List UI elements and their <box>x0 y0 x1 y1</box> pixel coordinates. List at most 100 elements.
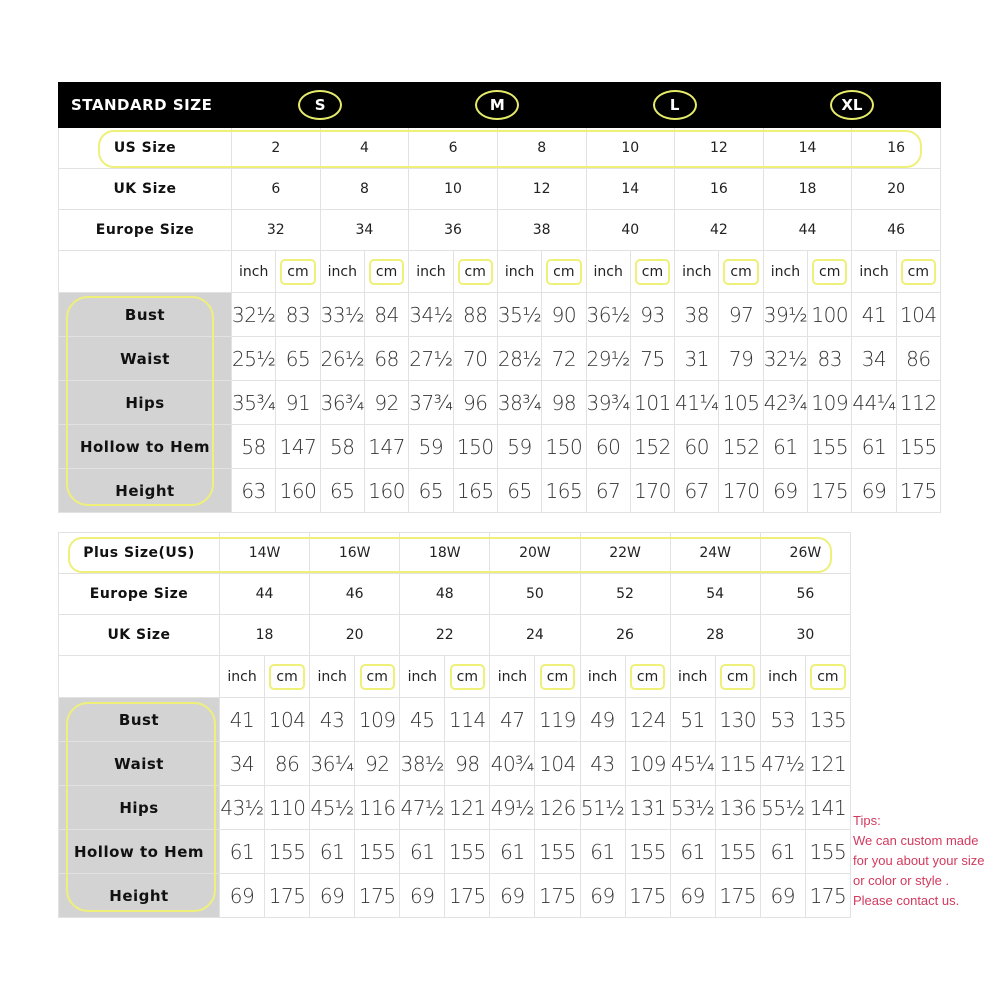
size-value: 8 <box>319 168 410 210</box>
measurement-value: 69 <box>759 873 806 918</box>
measurement-value: 104 <box>895 292 942 337</box>
measurement-value: 119 <box>534 697 581 742</box>
measurement-value: 63 <box>230 468 277 513</box>
measurement-value: 61 <box>669 829 716 874</box>
unit-inch: inch <box>496 250 543 293</box>
measurement-value: 136 <box>714 785 761 830</box>
measurement-value: 51 <box>669 697 716 742</box>
measurement-row: Hips 35¾ 91 36¾ 92 37¾ 96 38¾ 98 39¾ 101 41¼ 105 42¾ 1… <box>58 380 942 425</box>
measurement-value: 61 <box>399 829 446 874</box>
size-letter-badge: L <box>652 90 697 120</box>
size-value: 6 <box>231 168 321 210</box>
measurement-value: 51½ <box>579 785 626 830</box>
measurement-value: 42¾ <box>762 380 809 425</box>
measurement-value: 91 <box>275 380 321 425</box>
measurement-value: 104 <box>264 697 311 742</box>
tips-line: Please contact us. <box>853 893 960 908</box>
size-value: 20 <box>851 168 941 210</box>
size-value: 44 <box>218 573 311 615</box>
measurement-value: 65 <box>408 468 454 513</box>
size-value: 48 <box>399 573 491 615</box>
size-value: 46 <box>309 573 401 615</box>
size-value: 20 <box>309 614 401 656</box>
measurement-value: 44¼ <box>851 380 897 425</box>
measurement-value: 61 <box>218 829 266 874</box>
measurement-value: 175 <box>624 873 671 918</box>
size-value: 50 <box>489 573 581 615</box>
measurement-value: 36¾ <box>319 380 365 425</box>
measurement-row: Bust 32½ 83 33½ 84 34½ 88 35½ 90 36½ 93 38 97 39½ 100 4… <box>58 292 942 337</box>
size-letter-badge: XL <box>829 90 874 120</box>
measurement-value: 175 <box>264 873 311 918</box>
measurement-value: 175 <box>354 873 401 918</box>
measurement-value: 175 <box>444 873 491 918</box>
measurement-row: Height 69 175 69 175 69 175 69 175 69 175 69 175 69 17… <box>58 873 852 918</box>
size-value: 4 <box>319 127 410 169</box>
measurement-label: Waist <box>58 741 220 786</box>
unit-cm-cell: cm <box>534 655 581 698</box>
measurement-value: 72 <box>541 336 587 381</box>
measurement-value: 43 <box>309 697 356 742</box>
size-value: 38 <box>496 209 587 251</box>
measurement-value: 59 <box>496 424 543 469</box>
unit-cm-cell: cm <box>363 250 410 293</box>
size-value: 28 <box>669 614 761 656</box>
size-row-label: Europe Size <box>58 209 232 251</box>
unit-cm: cm <box>368 258 405 285</box>
measurement-value: 36¼ <box>309 741 356 786</box>
size-value: 42 <box>674 209 764 251</box>
measurement-value: 38¾ <box>496 380 543 425</box>
measurement-value: 109 <box>807 380 853 425</box>
measurement-value: 175 <box>807 468 853 513</box>
measurement-value: 84 <box>363 292 410 337</box>
measurement-value: 93 <box>629 292 676 337</box>
size-value: 32 <box>231 209 321 251</box>
measurement-value: 160 <box>275 468 321 513</box>
measurement-value: 32½ <box>230 292 277 337</box>
measurement-row: Hollow to Hem 58 147 58 147 59 150 59 150 60 152 60… <box>58 424 942 469</box>
measurement-value: 43½ <box>218 785 266 830</box>
measurement-value: 33½ <box>319 292 365 337</box>
size-row-label: UK Size <box>58 168 232 210</box>
measurement-value: 86 <box>895 336 942 381</box>
size-row: UK Size 18 20 22 24 26 28 30 <box>58 614 852 656</box>
measurement-value: 35¾ <box>230 380 277 425</box>
measurement-value: 47½ <box>399 785 446 830</box>
unit-inch: inch <box>399 655 446 698</box>
size-value: 52 <box>579 573 671 615</box>
measurement-value: 130 <box>714 697 761 742</box>
size-value: 46 <box>851 209 941 251</box>
measurement-value: 98 <box>541 380 587 425</box>
measurement-label: Hollow to Hem <box>58 829 220 874</box>
measurement-row: Bust 41 104 43 109 45 114 47 119 49 124 51 130 53 135 <box>58 697 852 742</box>
measurement-value: 100 <box>807 292 853 337</box>
unit-inch: inch <box>759 655 806 698</box>
measurement-value: 49 <box>579 697 626 742</box>
size-value: 24 <box>489 614 581 656</box>
size-row: US Size 2 4 6 8 10 12 14 16 <box>58 127 941 169</box>
tips-line: or color or style . <box>853 873 950 888</box>
measurement-value: 114 <box>444 697 491 742</box>
size-value: 10 <box>408 168 498 210</box>
size-letter-cell: XL <box>762 82 942 128</box>
size-row: Europe Size 32 34 36 38 40 42 44 46 <box>58 209 941 251</box>
size-value: 26 <box>579 614 671 656</box>
size-value: 18W <box>399 532 491 574</box>
measurement-value: 121 <box>444 785 491 830</box>
unit-inch: inch <box>579 655 626 698</box>
measurement-value: 59 <box>408 424 454 469</box>
measurement-value: 131 <box>624 785 671 830</box>
unit-cm-cell: cm <box>444 655 491 698</box>
measurement-value: 160 <box>363 468 410 513</box>
measurement-value: 26½ <box>319 336 365 381</box>
header-row: STANDARD SIZE S M L XL <box>58 82 942 128</box>
size-row-label: Plus Size(US) <box>58 532 220 574</box>
size-value: 30 <box>759 614 852 656</box>
chart-title: STANDARD SIZE <box>58 82 232 128</box>
unit-cm: cm <box>812 258 848 285</box>
unit-inch: inch <box>319 250 365 293</box>
measurement-value: 155 <box>624 829 671 874</box>
measurement-value: 165 <box>541 468 587 513</box>
size-value: 26W <box>759 532 852 574</box>
size-letter-cell: L <box>585 82 764 128</box>
